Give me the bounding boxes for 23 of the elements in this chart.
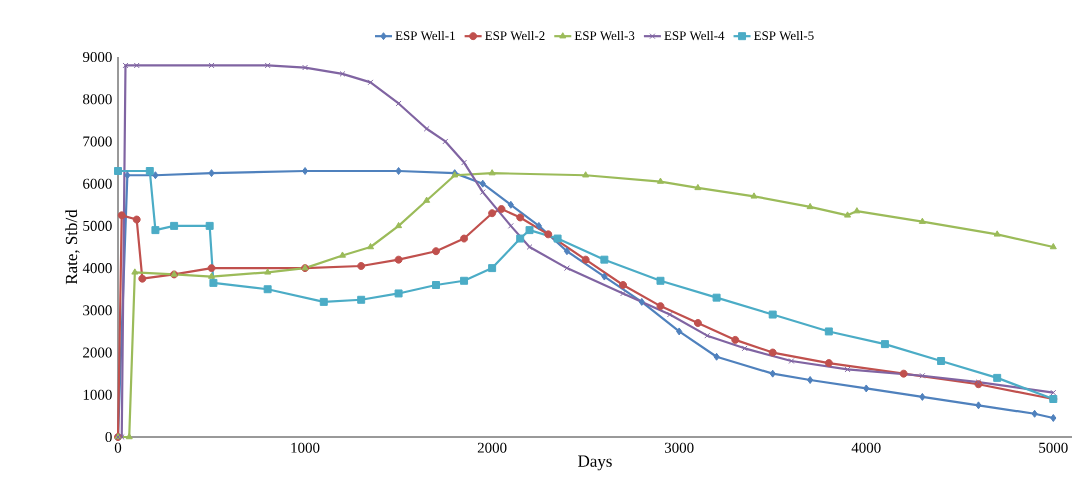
x-tick-label: 5000	[1039, 442, 1068, 453]
y-tick-label: 8000	[83, 94, 112, 105]
y-tick-label: 9000	[82, 51, 112, 63]
y-tick-label: 3000	[83, 305, 112, 316]
x-axis-title: Days	[578, 455, 612, 471]
legend-label: ESP Well-5	[754, 30, 814, 41]
y-tick-label: 1000	[83, 389, 112, 400]
legend-label: ESP Well-1	[395, 30, 455, 41]
y-tick-label: 2000	[83, 347, 112, 358]
legend-label: ESP Well-4	[664, 30, 725, 41]
legend-label: ESP Well-2	[485, 30, 545, 41]
y-tick-label: 6000	[83, 178, 112, 189]
y-tick-label: 4000	[82, 263, 112, 274]
y-tick-label: 0	[105, 431, 112, 443]
x-tick-label: 4000	[851, 442, 881, 453]
x-tick-label: 1000	[291, 442, 320, 453]
x-tick-label: 3000	[664, 442, 694, 453]
y-tick-label: 5000	[83, 220, 112, 231]
y-axis-title: Rate, Stb/d	[65, 209, 80, 285]
legend-label: ESP Well-3	[574, 30, 635, 41]
y-tick-label: 7000	[83, 136, 112, 147]
x-tick-label: 2000	[477, 442, 507, 453]
x-tick-label: 0	[114, 442, 122, 453]
